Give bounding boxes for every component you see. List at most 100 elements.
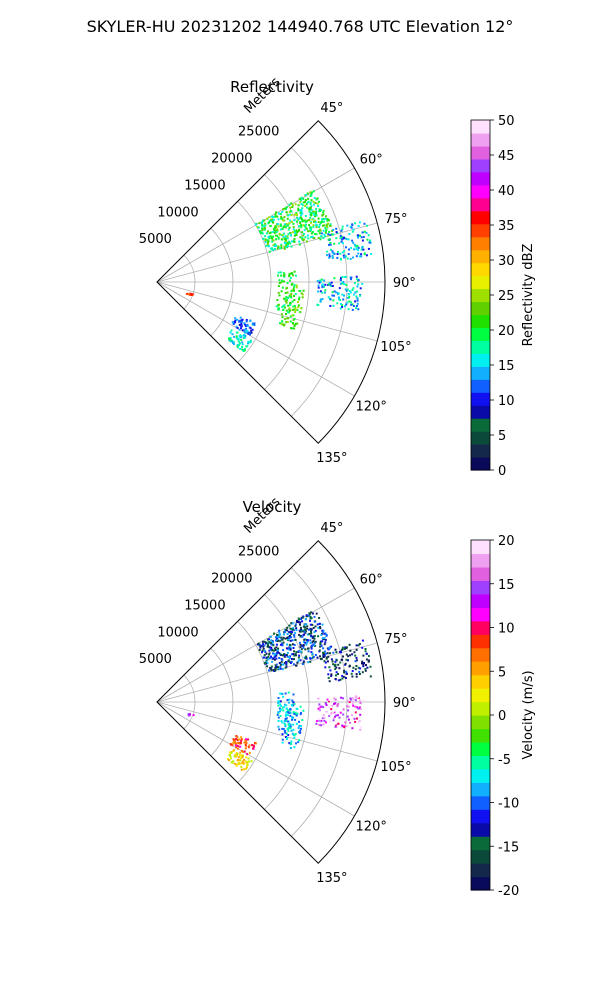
echo-gate	[279, 692, 282, 695]
echo-gate	[323, 719, 326, 722]
colorbar-segment	[471, 457, 490, 471]
echo-gate	[312, 224, 315, 227]
echo-gate	[288, 275, 291, 278]
polar-wedge: 45°60°75°90°105°120°135°5000100001500020…	[139, 101, 416, 466]
echo-gate	[279, 225, 282, 227]
echo-gate	[333, 242, 336, 245]
echo-gate	[285, 704, 288, 707]
echo-gate	[270, 646, 273, 649]
echo-gate	[275, 666, 277, 669]
echo-gate	[354, 705, 357, 708]
echo-gate	[277, 271, 280, 274]
echo-gate	[299, 221, 302, 223]
echo-gate	[276, 636, 279, 639]
echo-gate	[278, 657, 281, 659]
echo-gate	[296, 621, 299, 624]
echo-gate	[326, 698, 329, 701]
echo-gate	[319, 222, 322, 225]
echo-gate	[239, 745, 242, 748]
echo-gate	[311, 235, 314, 238]
echo-gate	[328, 680, 331, 683]
echo-gate	[275, 654, 278, 657]
echo-gate	[299, 311, 302, 314]
echo-gate	[297, 741, 300, 744]
echo-gate	[278, 662, 281, 664]
echo-gate	[304, 648, 307, 651]
colorbar-label: Velocity (m/s)	[521, 670, 536, 759]
echo-gate	[364, 650, 367, 653]
echo-gate	[289, 712, 292, 715]
echo-gate	[266, 243, 269, 246]
echo-gate	[356, 302, 359, 305]
colorbar-segment	[471, 340, 490, 354]
echo-gate	[241, 329, 244, 332]
echo-gate	[335, 714, 338, 717]
echo-gate	[316, 623, 319, 626]
echo-gate	[336, 673, 339, 675]
echo-gate	[241, 348, 244, 351]
echo-gate	[307, 650, 310, 653]
echo-gate	[310, 228, 313, 231]
echo-gate	[308, 632, 311, 635]
echo-gate	[300, 226, 303, 229]
echo-gate	[305, 614, 308, 617]
echo-gate	[315, 722, 318, 725]
echo-gate	[268, 646, 271, 649]
echo-gate	[357, 308, 360, 311]
echo-gate	[338, 242, 341, 245]
echo-gate	[305, 194, 307, 196]
echo-gate	[245, 767, 247, 770]
echo-gate	[305, 641, 308, 644]
echo-gate	[288, 226, 291, 229]
echo-gate	[294, 306, 297, 309]
echo-gate	[281, 692, 284, 695]
echo-gate	[345, 246, 347, 249]
echo-gate	[335, 659, 338, 662]
echo-gate	[322, 217, 325, 220]
echo-gate	[275, 211, 278, 214]
echo-gate	[289, 627, 292, 630]
echo-gate	[340, 282, 342, 285]
echo-gate	[352, 287, 355, 290]
echo-gate	[309, 221, 312, 224]
echo-gate	[314, 215, 317, 218]
echo-gate	[250, 329, 253, 332]
echo-gate	[279, 708, 282, 711]
echo-gate	[240, 765, 243, 768]
colorbar-tick-label: -15	[498, 840, 519, 855]
echo-gate	[311, 645, 314, 648]
echo-gate	[315, 226, 318, 228]
echo-gate	[283, 216, 286, 219]
echo-gate	[310, 632, 313, 635]
echo-gate	[268, 638, 270, 641]
echo-gate	[285, 662, 288, 665]
echo-gate	[266, 232, 268, 235]
echo-gate	[235, 744, 238, 747]
echo-gate	[271, 649, 274, 652]
colorbar-segment	[471, 171, 490, 186]
echo-gate	[318, 649, 321, 652]
echo-gate	[298, 618, 301, 621]
echo-gate	[285, 206, 288, 209]
echo-gate	[356, 285, 359, 288]
echo-gate	[309, 623, 312, 626]
echo-gate	[292, 643, 294, 646]
azimuth-tick-label: 90°	[393, 696, 416, 711]
echo-gate	[326, 219, 329, 222]
echo-gate	[263, 654, 266, 657]
echo-gate	[277, 701, 280, 704]
echo-gate	[289, 206, 292, 209]
echo-gate	[283, 280, 285, 283]
echo-gate	[268, 232, 271, 235]
echo-gate	[318, 228, 321, 231]
echo-gate	[330, 658, 333, 661]
echo-gate	[293, 284, 296, 287]
echo-gate	[277, 716, 280, 719]
echo-gate	[284, 226, 287, 229]
echo-gate	[334, 663, 337, 666]
echo-gate	[332, 233, 335, 236]
echo-gate	[322, 723, 325, 726]
echo-gate	[291, 704, 294, 707]
echo-gate	[340, 229, 343, 232]
echo-gate	[272, 221, 274, 224]
